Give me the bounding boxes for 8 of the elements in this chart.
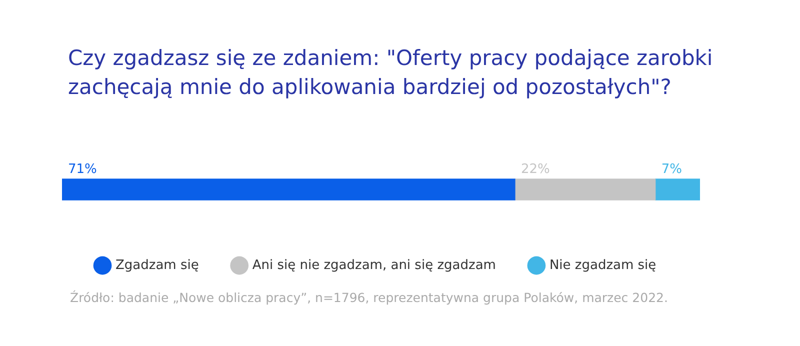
legend-label: Ani się nie zgadzam, ani się zgadzam (252, 258, 496, 273)
legend-label: Zgadzam się (116, 258, 199, 273)
text: Źródło: badanie „Nowe oblicza pracy”, n=1796, reprezentatywna grupa Polaków, marzec 2022. (70, 290, 668, 305)
data-label: 7% (661, 162, 682, 177)
data-label: 71% (68, 162, 97, 177)
data-label: 22% (520, 162, 550, 177)
chart-title: Czy zgadzasz się ze zdaniem: "Oferty pracy podające zarobki zachęcają mnie do aplikowania bardziej od pozostałych"? (68, 45, 714, 101)
legend-label: Nie zgadzam się (549, 258, 656, 273)
